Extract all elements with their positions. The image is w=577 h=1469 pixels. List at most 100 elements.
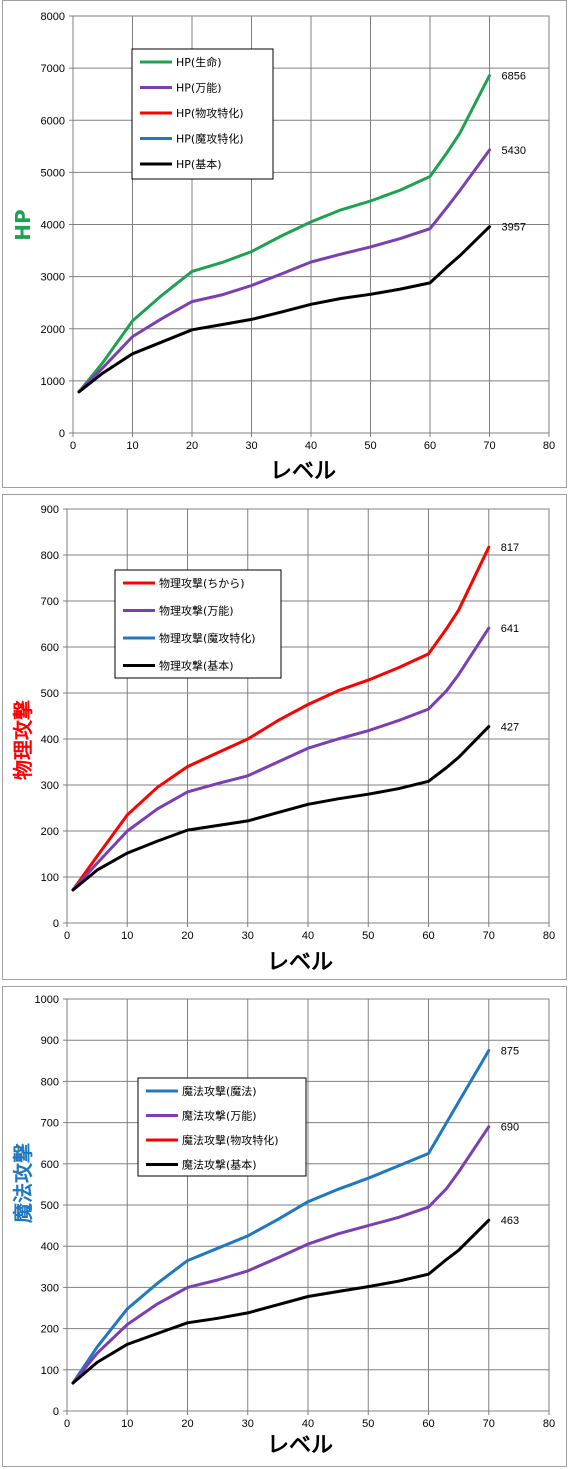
magic-attack-chart-panel: 0 100 200 300 400 500 600 700 800 900 1000 0 10 20 30 4… <box>2 986 567 1467</box>
x-tick-label: 20 <box>181 1418 193 1430</box>
end-value-label: 6856 <box>502 71 526 83</box>
x-tick-label: 0 <box>64 930 70 942</box>
end-value-label: 690 <box>501 1122 519 1134</box>
y-tick-label: 300 <box>41 1282 59 1294</box>
legend <box>137 1077 307 1177</box>
x-tick-label: 70 <box>483 440 495 452</box>
x-tick-label: 60 <box>424 440 436 452</box>
y-tick-label: 200 <box>41 826 59 838</box>
x-tick-label: 40 <box>302 1418 314 1430</box>
physical-attack-chart-panel: 0 100 200 300 400 500 600 700 800 900 0 10 20 30 40 50 6… <box>2 494 567 980</box>
hp-chart-panel: 0 1000 2000 3000 4000 5000 6000 7000 8000 0 10 20 30… <box>2 0 567 488</box>
x-axis-title: レベル <box>267 1433 333 1458</box>
series-line-0 <box>71 545 491 892</box>
legend-label: 魔法攻撃(魔法) <box>182 1084 257 1098</box>
y-tick-label: 700 <box>41 1118 59 1130</box>
series-line-1 <box>71 1125 491 1385</box>
end-value-label: 427 <box>501 722 519 734</box>
x-tick-label: 50 <box>364 440 376 452</box>
x-tick-label: 10 <box>121 1418 133 1430</box>
x-tick-label: 0 <box>64 1418 70 1430</box>
y-tick-label: 100 <box>41 1365 59 1377</box>
y-tick-label: 8000 <box>41 11 65 23</box>
end-value-label: 817 <box>501 542 519 554</box>
x-tick-label: 60 <box>422 1418 434 1430</box>
series-line-4 <box>77 225 491 394</box>
series-line-3 <box>71 725 491 892</box>
x-tick-label: 70 <box>483 1418 495 1430</box>
end-value-label: 3957 <box>502 222 526 234</box>
legend-label: HP(魔攻特化) <box>176 132 244 146</box>
legend-label: HP(生命) <box>176 55 222 69</box>
y-tick-label: 700 <box>41 596 59 608</box>
x-axis-title: レベル <box>270 459 336 484</box>
y-tick-label: 0 <box>53 918 59 930</box>
x-axis-title: レベル <box>267 950 333 975</box>
x-tick-label: 10 <box>126 440 138 452</box>
x-tick-label: 30 <box>242 1418 254 1430</box>
legend-label: 魔法攻撃(万能) <box>182 1109 257 1123</box>
x-tick-label: 80 <box>543 440 555 452</box>
legend-label: 物理攻撃(万能) <box>159 604 234 618</box>
phys-chart-svg: 0 100 200 300 400 500 600 700 800 900 0 10 20 30 40 50 6… <box>11 504 555 975</box>
hp-chart-svg: 0 1000 2000 3000 4000 5000 6000 7000 8000 0 10 20 30… <box>11 11 555 484</box>
x-tick-label: 40 <box>305 440 317 452</box>
y-tick-label: 800 <box>41 1076 59 1088</box>
y-tick-label: 5000 <box>41 167 65 179</box>
legend-label: 物理攻撃(魔攻特化) <box>159 631 256 645</box>
series-line-1 <box>77 148 491 394</box>
end-value-label: 463 <box>501 1215 519 1227</box>
end-value-label: 875 <box>501 1046 519 1058</box>
legend-label: 物理攻撃(ちから) <box>159 576 245 590</box>
series-line-0 <box>71 1049 491 1385</box>
y-tick-label: 6000 <box>41 115 65 127</box>
y-tick-label: 3000 <box>41 272 65 284</box>
y-tick-label: 200 <box>41 1324 59 1336</box>
end-value-label: 641 <box>501 623 519 635</box>
legend-label: HP(基本) <box>176 157 222 171</box>
series-line-0 <box>77 74 491 394</box>
y-tick-label: 100 <box>41 872 59 884</box>
x-tick-label: 0 <box>70 440 76 452</box>
legend-label: 魔法攻撃(物攻特化) <box>182 1133 279 1147</box>
y-tick-label: 0 <box>53 1406 59 1418</box>
y-tick-label: 500 <box>41 688 59 700</box>
legend-label: HP(物攻特化) <box>176 106 244 120</box>
x-tick-label: 20 <box>181 930 193 942</box>
legend-label: HP(万能) <box>176 81 222 95</box>
y-axis-title: HP <box>11 209 35 240</box>
y-tick-label: 400 <box>41 734 59 746</box>
y-tick-label: 1000 <box>41 376 65 388</box>
x-tick-label: 80 <box>543 1418 555 1430</box>
end-value-label: 5430 <box>502 145 526 157</box>
y-tick-label: 0 <box>59 428 65 440</box>
y-tick-label: 2000 <box>41 324 65 336</box>
x-tick-label: 40 <box>302 930 314 942</box>
legend-label: 魔法攻撃(基本) <box>182 1158 257 1172</box>
y-tick-label: 300 <box>41 780 59 792</box>
y-tick-label: 900 <box>41 1035 59 1047</box>
x-tick-label: 50 <box>362 1418 374 1430</box>
y-tick-label: 600 <box>41 1159 59 1171</box>
series-line-3 <box>71 1218 491 1385</box>
x-tick-label: 10 <box>121 930 133 942</box>
series-line-1 <box>71 626 491 892</box>
y-tick-label: 800 <box>41 550 59 562</box>
x-tick-label: 20 <box>186 440 198 452</box>
y-tick-label: 1000 <box>35 994 59 1006</box>
y-axis-title: 物理攻撃 <box>11 700 35 780</box>
x-tick-label: 30 <box>245 440 257 452</box>
y-tick-label: 400 <box>41 1241 59 1253</box>
x-tick-label: 60 <box>422 930 434 942</box>
y-tick-label: 600 <box>41 642 59 654</box>
legend-label: 物理攻撃(基本) <box>159 659 234 673</box>
y-tick-label: 4000 <box>41 220 65 232</box>
x-tick-label: 30 <box>242 930 254 942</box>
magic-chart-svg: 0 100 200 300 400 500 600 700 800 900 1000 0 10 20 30 4… <box>11 994 555 1458</box>
y-tick-label: 900 <box>41 504 59 516</box>
y-tick-label: 7000 <box>41 63 65 75</box>
x-tick-label: 80 <box>543 930 555 942</box>
x-tick-label: 50 <box>362 930 374 942</box>
y-tick-label: 500 <box>41 1200 59 1212</box>
y-axis-title: 魔法攻撃 <box>11 1143 35 1223</box>
